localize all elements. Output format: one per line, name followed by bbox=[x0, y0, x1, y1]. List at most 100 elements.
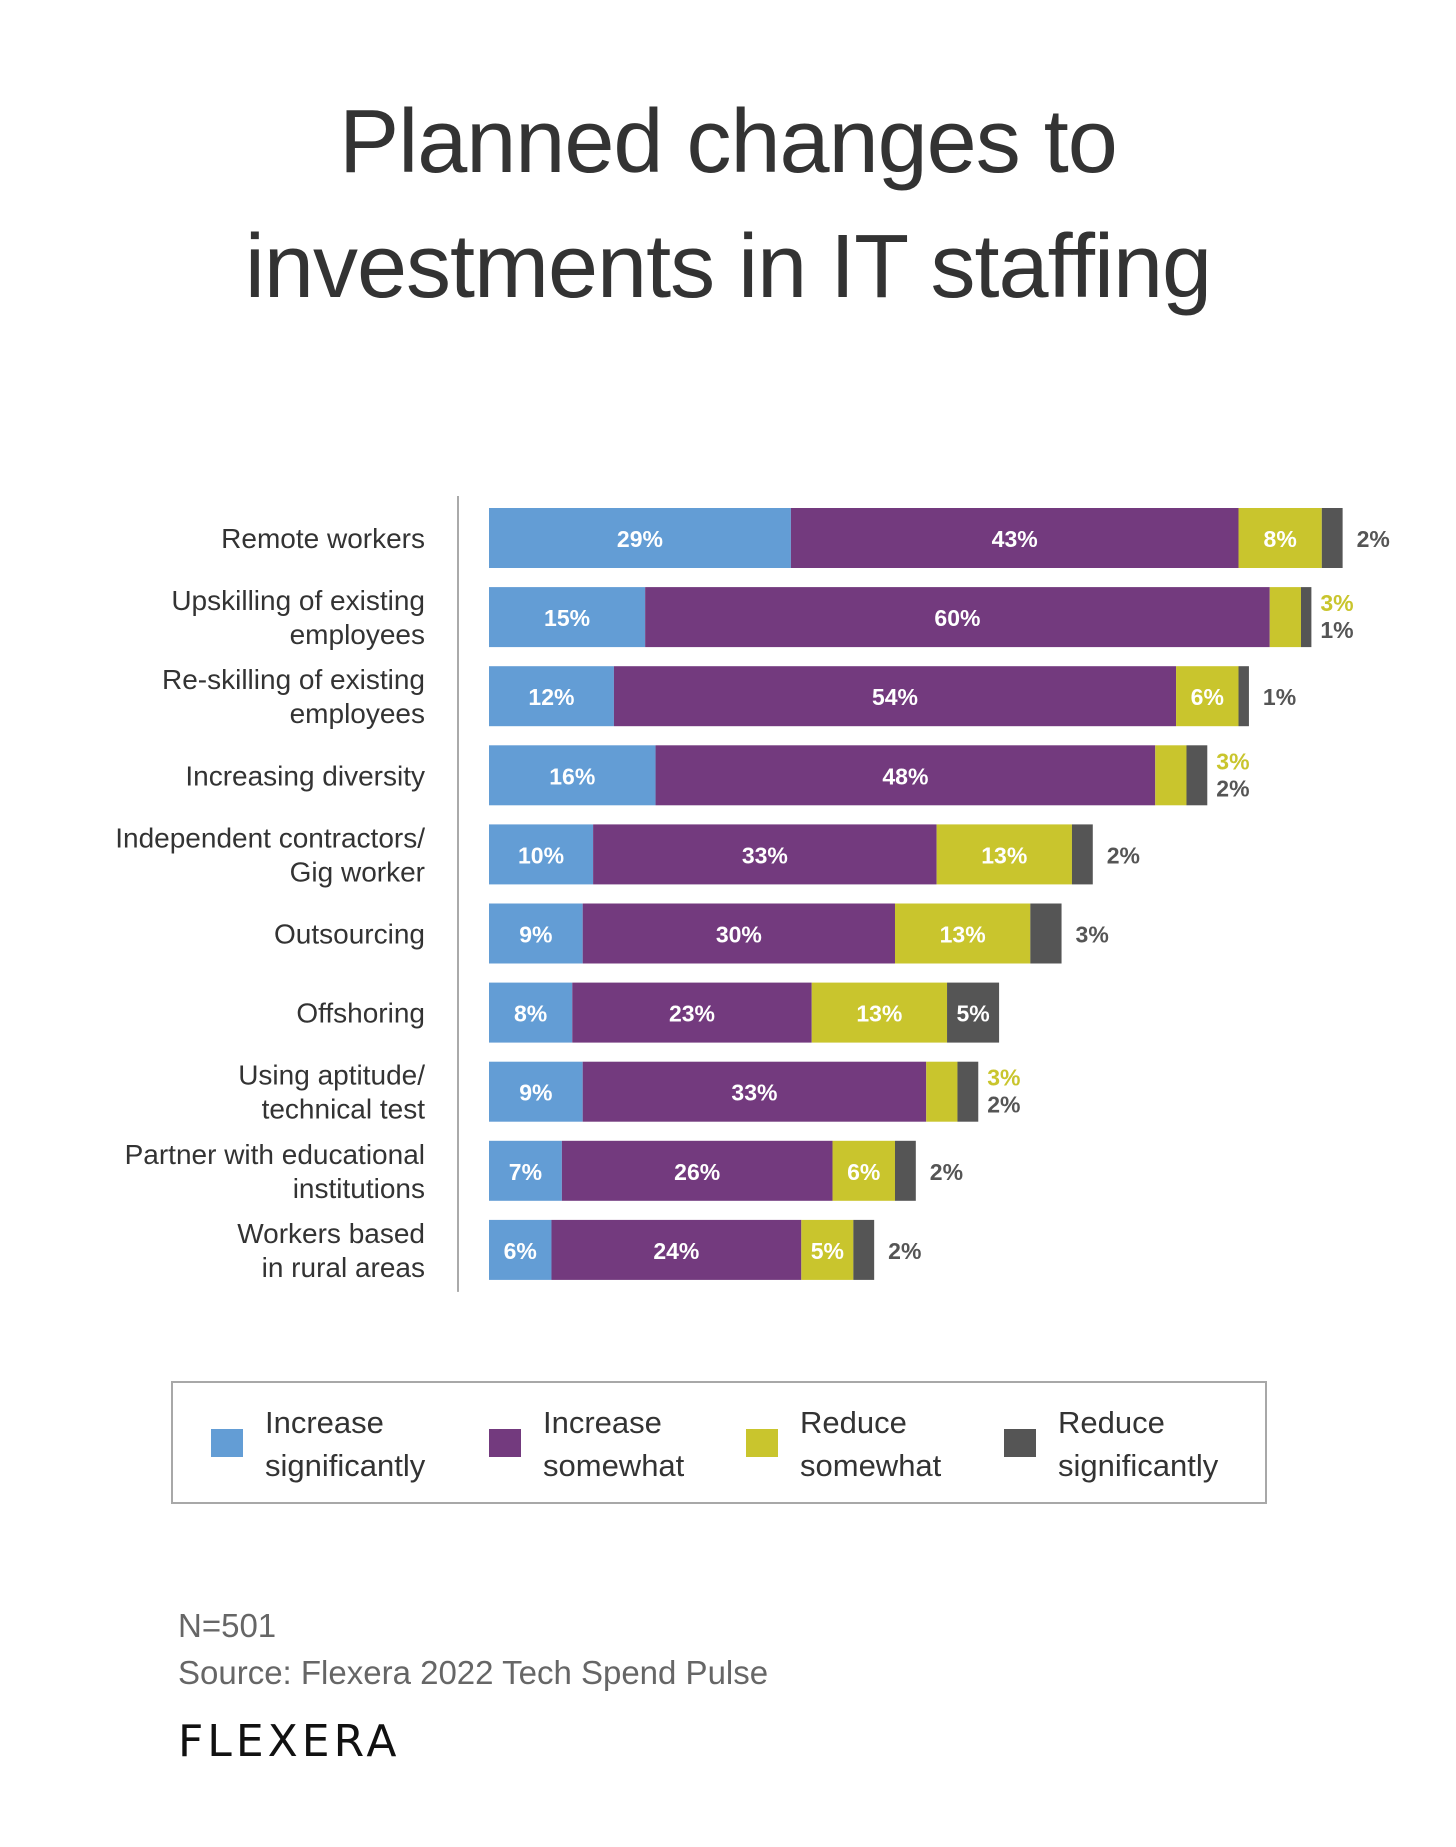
bar-segment-workers-based-in-rural-areas-increase-significantly bbox=[489, 1219, 552, 1280]
bar-segment-partner-with-educational-institutions-increase-significantly bbox=[489, 1140, 562, 1201]
outside-value-label-partner-with-educational-institutions-reduce-significantly: 2% bbox=[930, 1159, 963, 1185]
category-label-using-aptitude-technical-test: technical test bbox=[262, 1094, 426, 1125]
value-label-upskilling-of-existing-employees-increase-significantly: 15% bbox=[544, 605, 590, 631]
category-label-workers-based-in-rural-areas: in rural areas bbox=[262, 1252, 425, 1283]
category-label-offshoring: Offshoring bbox=[296, 998, 425, 1029]
category-label-re-skilling-of-existing-employees: Re-skilling of existing bbox=[162, 664, 425, 695]
bar-segment-independent-contractors-gig-worker-reduce-significantly bbox=[1071, 824, 1093, 885]
value-label-increasing-diversity-increase-somewhat: 48% bbox=[882, 763, 928, 789]
bar-segment-using-aptitude-technical-test-increase-significantly bbox=[489, 1061, 583, 1122]
bar-segment-remote-workers-increase-somewhat bbox=[790, 508, 1239, 568]
bar-segment-independent-contractors-gig-worker-increase-somewhat bbox=[593, 824, 937, 885]
value-label-offshoring-reduce-somewhat: 13% bbox=[856, 1001, 902, 1027]
outside-value-label-workers-based-in-rural-areas-reduce-significantly: 2% bbox=[888, 1238, 921, 1264]
outside-value-label-increasing-diversity-reduce-significantly: 2% bbox=[1216, 775, 1249, 801]
value-label-partner-with-educational-institutions-increase-somewhat: 26% bbox=[674, 1159, 720, 1185]
category-label-re-skilling-of-existing-employees: employees bbox=[290, 698, 425, 729]
bar-segment-remote-workers-reduce-somewhat bbox=[1238, 508, 1322, 568]
bar-segment-outsourcing-increase-significantly bbox=[489, 903, 583, 964]
value-label-re-skilling-of-existing-employees-increase-somewhat: 54% bbox=[872, 684, 918, 710]
outside-value-label-upskilling-of-existing-employees-reduce-significantly: 1% bbox=[1320, 617, 1353, 643]
value-label-remote-workers-increase-somewhat: 43% bbox=[992, 526, 1038, 552]
category-label-outsourcing: Outsourcing bbox=[274, 919, 425, 950]
category-label-increasing-diversity: Increasing diversity bbox=[185, 760, 425, 791]
bar-segment-remote-workers-reduce-significantly bbox=[1321, 508, 1343, 568]
legend-swatch-increase-somewhat bbox=[489, 1429, 521, 1457]
value-label-workers-based-in-rural-areas-increase-somewhat: 24% bbox=[653, 1238, 699, 1264]
bar-segment-independent-contractors-gig-worker-reduce-somewhat bbox=[936, 824, 1072, 885]
bar-segment-workers-based-in-rural-areas-reduce-somewhat bbox=[801, 1219, 854, 1280]
legend-swatch-reduce-somewhat bbox=[746, 1429, 778, 1457]
value-label-workers-based-in-rural-areas-increase-significantly: 6% bbox=[504, 1238, 537, 1264]
bar-segment-re-skilling-of-existing-employees-increase-somewhat bbox=[613, 666, 1177, 727]
value-label-using-aptitude-technical-test-increase-significantly: 9% bbox=[519, 1080, 552, 1106]
bar-segment-increasing-diversity-increase-somewhat bbox=[655, 745, 1156, 806]
bar-segment-outsourcing-increase-somewhat bbox=[582, 903, 895, 964]
category-label-upskilling-of-existing-employees: employees bbox=[290, 619, 425, 650]
bar-segment-increasing-diversity-reduce-somewhat bbox=[1155, 745, 1187, 806]
bar-segment-partner-with-educational-institutions-reduce-somewhat bbox=[832, 1140, 895, 1201]
value-label-offshoring-increase-somewhat: 23% bbox=[669, 1001, 715, 1027]
bar-segment-independent-contractors-gig-worker-increase-significantly bbox=[489, 824, 594, 885]
legend-label-increase-somewhat: Increase somewhat bbox=[543, 1405, 685, 1483]
outside-value-label-re-skilling-of-existing-employees-reduce-significantly: 1% bbox=[1263, 684, 1296, 710]
category-label-workers-based-in-rural-areas: Workers based bbox=[237, 1218, 425, 1249]
outside-value-label-outsourcing-reduce-significantly: 3% bbox=[1076, 922, 1109, 948]
stacked-bar-chart: Remote workers 29% 43% 8% 2% Upskilling of ex… bbox=[115, 496, 1390, 1292]
outside-value-label-using-aptitude-technical-test-reduce-significantly: 2% bbox=[987, 1092, 1020, 1118]
bar-segment-using-aptitude-technical-test-reduce-significantly bbox=[957, 1061, 979, 1122]
bar-segment-partner-with-educational-institutions-increase-somewhat bbox=[561, 1140, 833, 1201]
bar-segment-workers-based-in-rural-areas-reduce-significantly bbox=[853, 1219, 875, 1280]
value-label-outsourcing-increase-significantly: 9% bbox=[519, 922, 552, 948]
outside-value-label-increasing-diversity-reduce-somewhat: 3% bbox=[1216, 748, 1249, 774]
value-label-outsourcing-reduce-somewhat: 13% bbox=[940, 922, 986, 948]
legend-label-reduce-somewhat: Reduce somewhat bbox=[800, 1405, 942, 1483]
value-label-offshoring-increase-significantly: 8% bbox=[514, 1001, 547, 1027]
bar-segment-increasing-diversity-reduce-significantly bbox=[1186, 745, 1208, 806]
value-label-re-skilling-of-existing-employees-increase-significantly: 12% bbox=[528, 684, 574, 710]
value-label-independent-contractors-gig-worker-increase-somewhat: 33% bbox=[742, 842, 788, 868]
value-label-re-skilling-of-existing-employees-reduce-somewhat: 6% bbox=[1191, 684, 1224, 710]
value-label-outsourcing-increase-somewhat: 30% bbox=[716, 922, 762, 948]
chart-title: Planned changes to investments in IT sta… bbox=[0, 80, 1456, 330]
chart-title-line-1: Planned changes to bbox=[339, 92, 1118, 192]
bar-segment-increasing-diversity-increase-significantly bbox=[489, 745, 656, 806]
bar-segment-offshoring-reduce-significantly bbox=[947, 982, 1000, 1043]
bar-segment-offshoring-increase-somewhat bbox=[572, 982, 812, 1043]
bar-segment-partner-with-educational-institutions-reduce-significantly bbox=[894, 1140, 916, 1201]
legend-label-reduce-significantly: Reduce significantly bbox=[1058, 1405, 1219, 1483]
category-label-partner-with-educational-institutions: institutions bbox=[293, 1173, 425, 1204]
bar-segment-upskilling-of-existing-employees-increase-somewhat bbox=[645, 587, 1270, 648]
bar-segment-offshoring-reduce-somewhat bbox=[811, 982, 948, 1043]
bar-segment-re-skilling-of-existing-employees-reduce-significantly bbox=[1238, 666, 1249, 727]
value-label-remote-workers-increase-significantly: 29% bbox=[617, 526, 663, 552]
value-label-partner-with-educational-institutions-increase-significantly: 7% bbox=[509, 1159, 542, 1185]
bar-segment-using-aptitude-technical-test-reduce-somewhat bbox=[926, 1061, 958, 1122]
bar-segment-re-skilling-of-existing-employees-increase-significantly bbox=[489, 666, 614, 727]
value-label-partner-with-educational-institutions-reduce-somewhat: 6% bbox=[847, 1159, 880, 1185]
value-label-using-aptitude-technical-test-increase-somewhat: 33% bbox=[731, 1080, 777, 1106]
category-label-independent-contractors-gig-worker: Independent contractors/ bbox=[115, 822, 425, 853]
bar-segment-re-skilling-of-existing-employees-reduce-somewhat bbox=[1176, 666, 1239, 727]
bar-segment-outsourcing-reduce-somewhat bbox=[894, 903, 1031, 964]
bar-segment-offshoring-increase-significantly bbox=[489, 982, 573, 1043]
outside-value-label-upskilling-of-existing-employees-reduce-somewhat: 3% bbox=[1320, 590, 1353, 616]
bar-segment-upskilling-of-existing-employees-increase-significantly bbox=[489, 587, 646, 648]
legend: Increase significantly Increase somewhat R… bbox=[171, 1381, 1267, 1504]
value-label-remote-workers-reduce-somewhat: 8% bbox=[1264, 526, 1297, 552]
bar-segment-upskilling-of-existing-employees-reduce-somewhat bbox=[1269, 587, 1301, 648]
category-label-upskilling-of-existing-employees: Upskilling of existing bbox=[171, 585, 425, 616]
category-label-partner-with-educational-institutions: Partner with educational bbox=[125, 1139, 425, 1170]
source-note: Source: Flexera 2022 Tech Spend Pulse bbox=[178, 1654, 769, 1691]
legend-swatch-reduce-significantly bbox=[1004, 1429, 1036, 1457]
value-label-offshoring-reduce-significantly: 5% bbox=[956, 1001, 989, 1027]
bar-segment-using-aptitude-technical-test-increase-somewhat bbox=[582, 1061, 927, 1122]
bar-segment-remote-workers-increase-significantly bbox=[489, 508, 791, 568]
bar-segment-upskilling-of-existing-employees-reduce-significantly bbox=[1300, 587, 1312, 648]
value-label-independent-contractors-gig-worker-reduce-somewhat: 13% bbox=[981, 842, 1027, 868]
category-label-remote-workers: Remote workers bbox=[221, 523, 425, 554]
outside-value-label-independent-contractors-gig-worker-reduce-significantly: 2% bbox=[1107, 842, 1140, 868]
legend-label-increase-significantly: Increase significantly bbox=[265, 1405, 426, 1483]
category-label-independent-contractors-gig-worker: Gig worker bbox=[290, 856, 425, 887]
value-label-workers-based-in-rural-areas-reduce-somewhat: 5% bbox=[811, 1238, 844, 1264]
